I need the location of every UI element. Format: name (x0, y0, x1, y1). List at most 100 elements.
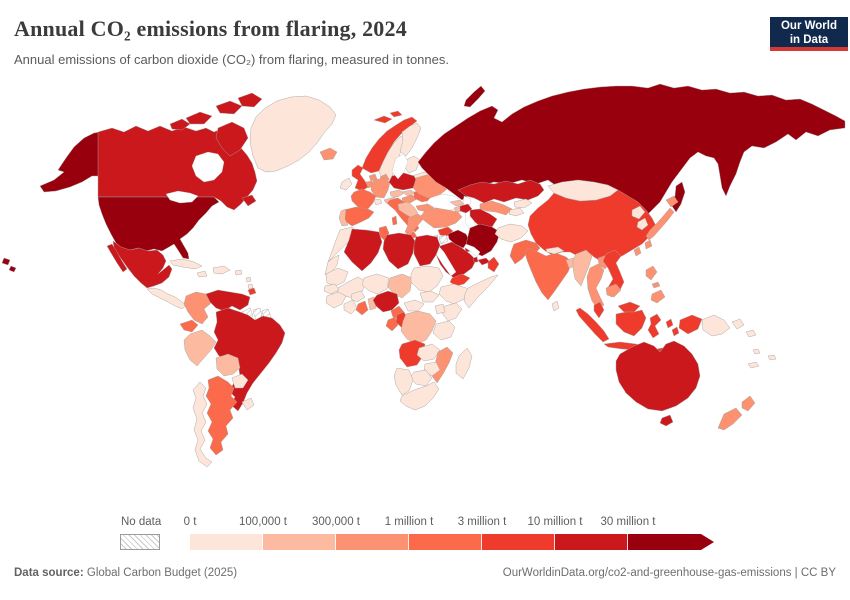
country-mauritania[interactable] (325, 267, 349, 287)
country-sudan[interactable] (410, 265, 444, 293)
country-oman[interactable] (487, 256, 500, 273)
country-philippines[interactable] (645, 265, 666, 304)
country-chad[interactable] (387, 273, 413, 299)
country-mongolia[interactable] (547, 179, 619, 202)
country-uruguay[interactable] (241, 397, 255, 411)
country-cambodia[interactable] (605, 283, 622, 298)
country-czechia[interactable] (389, 189, 405, 198)
country-pacific-islands[interactable] (745, 329, 777, 369)
country-puerto-rico[interactable] (234, 269, 243, 276)
country-united-states-hawaii[interactable] (1, 257, 17, 273)
country-niger[interactable] (361, 273, 390, 295)
country-kyrgyzstan[interactable] (513, 198, 533, 209)
country-western-sahara[interactable] (324, 254, 340, 276)
country-kenya[interactable] (441, 302, 463, 322)
country-paraguay[interactable] (231, 373, 249, 389)
country-azerbaijan[interactable] (459, 203, 473, 214)
country-sri-lanka[interactable] (551, 300, 560, 312)
country-argentina[interactable] (205, 375, 238, 456)
country-turkey[interactable] (419, 207, 463, 229)
country-angola[interactable] (398, 339, 426, 368)
legend-bin-2[interactable] (263, 534, 336, 550)
country-peru[interactable] (183, 329, 217, 367)
country-central-african-republic[interactable] (403, 299, 425, 312)
country-south-sudan[interactable] (419, 290, 440, 303)
country-somalia[interactable] (463, 274, 499, 309)
country-canada-island-2[interactable] (215, 100, 243, 115)
country-switzerland[interactable] (373, 198, 383, 206)
country-namibia[interactable] (393, 367, 414, 396)
country-nigeria[interactable] (372, 290, 400, 313)
country-madagascar[interactable] (455, 347, 473, 380)
country-bolivia[interactable] (215, 353, 241, 377)
country-trinidad-and-tobago[interactable] (247, 287, 257, 296)
country-india[interactable] (524, 247, 573, 301)
country-haiti-dominican-republic[interactable] (212, 265, 231, 275)
country-south-africa[interactable] (399, 381, 440, 411)
legend-no-data-swatch[interactable] (120, 534, 160, 550)
country-ireland[interactable] (339, 177, 353, 191)
country-democratic-republic-of-congo[interactable] (400, 310, 437, 345)
country-north-korea[interactable] (631, 205, 646, 220)
country-netherlands[interactable] (368, 173, 378, 182)
country-algeria[interactable] (343, 228, 383, 272)
owid-logo[interactable]: Our World in Data (770, 17, 848, 51)
country-jamaica[interactable] (196, 270, 208, 278)
country-cuba[interactable] (169, 258, 203, 270)
country-uzbekistan[interactable] (479, 200, 513, 216)
country-chile[interactable] (192, 381, 213, 468)
legend-bin-3[interactable] (336, 534, 409, 550)
country-canada-newfoundland[interactable] (241, 194, 257, 207)
country-mexico[interactable] (112, 240, 173, 289)
legend-bin-4[interactable] (409, 534, 482, 550)
country-ethiopia[interactable] (438, 283, 473, 305)
country-nepal[interactable] (545, 246, 565, 255)
country-tajikistan[interactable] (508, 207, 525, 217)
country-qatar[interactable] (472, 256, 479, 263)
country-russia-novaya-zemlya[interactable] (463, 85, 486, 108)
country-uganda[interactable] (434, 303, 446, 315)
country-west-africa[interactable] (325, 291, 347, 309)
country-poland[interactable] (388, 172, 418, 191)
country-burkina-faso[interactable] (350, 290, 366, 303)
country-zambia[interactable] (416, 343, 441, 362)
country-ivory-coast[interactable] (343, 299, 358, 315)
country-germany[interactable] (370, 177, 391, 199)
country-tanzania[interactable] (432, 320, 456, 341)
country-iceland[interactable] (319, 147, 338, 161)
country-united-states-alaska[interactable] (39, 131, 101, 193)
country-canada-island-1[interactable] (185, 111, 213, 125)
country-central-america[interactable] (146, 287, 187, 310)
country-slovakia[interactable] (401, 189, 416, 197)
country-malaysia[interactable] (593, 301, 641, 319)
country-kazakhstan[interactable] (457, 179, 545, 204)
country-georgia[interactable] (449, 199, 465, 207)
country-ghana[interactable] (355, 300, 369, 316)
country-greenland[interactable] (249, 95, 337, 173)
legend-bin-1[interactable] (190, 534, 263, 550)
country-japan[interactable] (644, 195, 679, 250)
country-finland[interactable] (399, 122, 422, 157)
country-australia[interactable] (615, 340, 701, 412)
country-colombia[interactable] (183, 291, 215, 325)
credit-link[interactable]: OurWorldinData.org/co2-and-greenhouse-ga… (502, 567, 836, 579)
country-gabon[interactable] (385, 316, 399, 332)
country-jordan[interactable] (438, 234, 449, 245)
country-lesser-antilles[interactable] (245, 276, 254, 290)
country-canada-victoria-island[interactable] (169, 118, 191, 131)
country-thailand[interactable] (586, 263, 605, 310)
country-mexico-baja[interactable] (106, 243, 128, 273)
legend-bin-6[interactable] (555, 534, 628, 550)
country-afghanistan[interactable] (494, 223, 529, 243)
country-ecuador[interactable] (179, 319, 199, 333)
country-canada-baffin[interactable] (215, 121, 249, 157)
country-united-states[interactable] (97, 196, 220, 260)
country-venezuela[interactable] (205, 289, 251, 312)
country-portugal[interactable] (338, 208, 349, 227)
country-egypt[interactable] (413, 234, 441, 267)
legend-bin-7[interactable] (628, 534, 714, 550)
country-taiwan[interactable] (633, 246, 642, 257)
country-myanmar[interactable] (572, 249, 593, 287)
country-papua-new-guinea[interactable] (701, 314, 745, 337)
country-australia-tasmania[interactable] (659, 414, 674, 427)
